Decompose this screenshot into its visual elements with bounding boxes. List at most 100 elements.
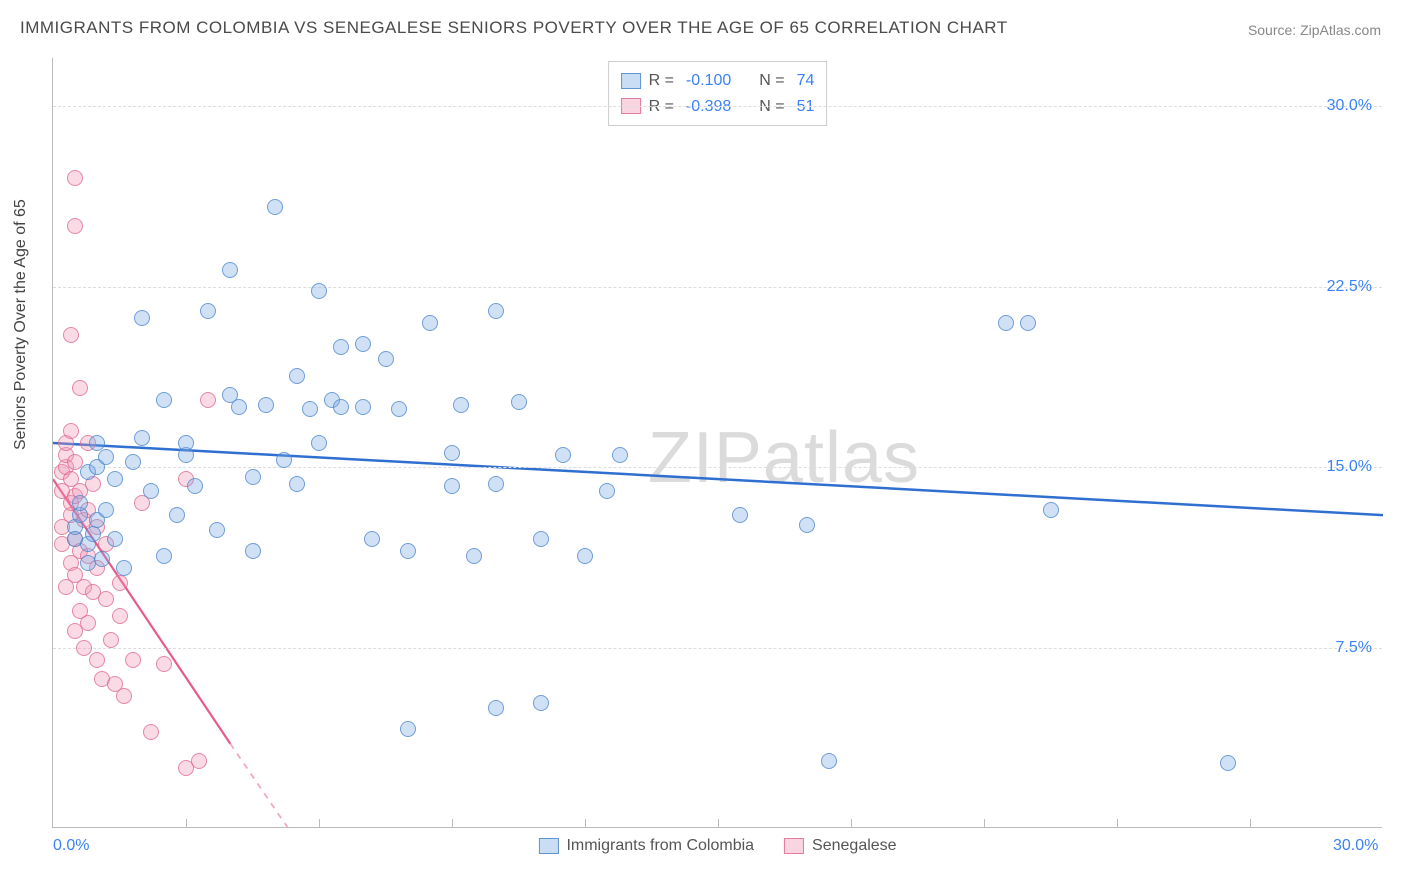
scatter-point-colombia xyxy=(1020,315,1036,331)
scatter-point-senegalese xyxy=(89,652,105,668)
scatter-point-colombia xyxy=(245,469,261,485)
scatter-point-colombia xyxy=(231,399,247,415)
scatter-point-colombia xyxy=(311,283,327,299)
scatter-point-colombia xyxy=(209,522,225,538)
y-tick-label: 7.5% xyxy=(1336,639,1372,657)
trend-line xyxy=(230,744,288,828)
y-tick-label: 30.0% xyxy=(1327,97,1372,115)
scatter-point-colombia xyxy=(276,452,292,468)
scatter-point-colombia xyxy=(488,303,504,319)
scatter-point-senegalese xyxy=(112,608,128,624)
scatter-point-colombia xyxy=(258,397,274,413)
gridline-h xyxy=(53,106,1382,107)
scatter-point-colombia xyxy=(169,507,185,523)
scatter-point-colombia xyxy=(85,526,101,542)
legend-swatch-blue xyxy=(538,838,558,854)
scatter-point-colombia xyxy=(533,531,549,547)
x-tick-mark xyxy=(452,819,453,827)
scatter-point-colombia xyxy=(94,551,110,567)
gridline-h xyxy=(53,648,1382,649)
scatter-point-colombia xyxy=(143,483,159,499)
scatter-point-colombia xyxy=(134,430,150,446)
gridline-h xyxy=(53,287,1382,288)
scatter-point-colombia xyxy=(998,315,1014,331)
x-tick-mark xyxy=(851,819,852,827)
scatter-point-colombia xyxy=(612,447,628,463)
scatter-point-senegalese xyxy=(143,724,159,740)
scatter-point-senegalese xyxy=(200,392,216,408)
scatter-point-colombia xyxy=(511,394,527,410)
scatter-point-colombia xyxy=(267,199,283,215)
x-tick-mark xyxy=(319,819,320,827)
scatter-point-senegalese xyxy=(156,656,172,672)
scatter-point-colombia xyxy=(488,700,504,716)
scatter-point-colombia xyxy=(178,435,194,451)
scatter-point-colombia xyxy=(134,310,150,326)
scatter-point-senegalese xyxy=(98,591,114,607)
scatter-point-colombia xyxy=(98,502,114,518)
x-tick-mark xyxy=(585,819,586,827)
scatter-point-colombia xyxy=(422,315,438,331)
source-attribution: Source: ZipAtlas.com xyxy=(1248,22,1381,38)
scatter-point-colombia xyxy=(89,435,105,451)
scatter-point-senegalese xyxy=(112,575,128,591)
scatter-point-colombia xyxy=(333,399,349,415)
y-tick-label: 15.0% xyxy=(1327,458,1372,476)
watermark-zip: ZIP xyxy=(648,418,763,498)
legend-swatch-pink xyxy=(784,838,804,854)
scatter-point-colombia xyxy=(1043,502,1059,518)
scatter-point-colombia xyxy=(245,543,261,559)
scatter-point-colombia xyxy=(364,531,380,547)
scatter-point-senegalese xyxy=(103,632,119,648)
scatter-point-senegalese xyxy=(63,423,79,439)
scatter-point-colombia xyxy=(289,368,305,384)
y-axis-label: Seniors Poverty Over the Age of 65 xyxy=(12,199,30,450)
scatter-point-senegalese xyxy=(125,652,141,668)
scatter-point-colombia xyxy=(391,401,407,417)
scatter-point-colombia xyxy=(107,531,123,547)
scatter-point-colombia xyxy=(355,336,371,352)
scatter-point-colombia xyxy=(222,262,238,278)
scatter-point-colombia xyxy=(378,351,394,367)
scatter-point-colombia xyxy=(116,560,132,576)
scatter-plot-area: ZIPatlas R = -0.100 N = 74 R = -0.398 N … xyxy=(52,58,1382,828)
scatter-point-senegalese xyxy=(76,640,92,656)
scatter-point-colombia xyxy=(72,495,88,511)
x-tick-mark xyxy=(984,819,985,827)
x-tick-mark xyxy=(718,819,719,827)
legend-correlation-box: R = -0.100 N = 74 R = -0.398 N = 51 xyxy=(608,61,828,126)
scatter-point-colombia xyxy=(799,517,815,533)
chart-title: IMMIGRANTS FROM COLOMBIA VS SENEGALESE S… xyxy=(20,18,1008,38)
x-tick-mark xyxy=(186,819,187,827)
legend-swatch-blue xyxy=(621,73,641,89)
watermark: ZIPatlas xyxy=(648,417,920,499)
scatter-point-colombia xyxy=(488,476,504,492)
y-tick-label: 22.5% xyxy=(1327,278,1372,296)
legend-label: Immigrants from Colombia xyxy=(566,837,754,855)
x-tick-mark xyxy=(1117,819,1118,827)
scatter-point-colombia xyxy=(302,401,318,417)
scatter-point-colombia xyxy=(107,471,123,487)
scatter-point-colombia xyxy=(156,392,172,408)
scatter-point-colombia xyxy=(156,548,172,564)
legend-item-senegalese: Senegalese xyxy=(784,837,897,855)
scatter-point-senegalese xyxy=(80,615,96,631)
scatter-point-colombia xyxy=(466,548,482,564)
legend-n-label: N = xyxy=(759,68,784,94)
scatter-point-colombia xyxy=(355,399,371,415)
scatter-point-colombia xyxy=(187,478,203,494)
x-tick-mark xyxy=(1250,819,1251,827)
scatter-point-colombia xyxy=(125,454,141,470)
scatter-point-senegalese xyxy=(63,327,79,343)
scatter-point-colombia xyxy=(400,543,416,559)
legend-n-value: 74 xyxy=(797,68,815,94)
legend-label: Senegalese xyxy=(812,837,897,855)
scatter-point-colombia xyxy=(555,447,571,463)
scatter-point-senegalese xyxy=(67,170,83,186)
scatter-point-colombia xyxy=(333,339,349,355)
scatter-point-colombia xyxy=(289,476,305,492)
scatter-point-senegalese xyxy=(191,753,207,769)
scatter-point-colombia xyxy=(98,449,114,465)
legend-row-blue: R = -0.100 N = 74 xyxy=(621,68,815,94)
scatter-point-colombia xyxy=(400,721,416,737)
